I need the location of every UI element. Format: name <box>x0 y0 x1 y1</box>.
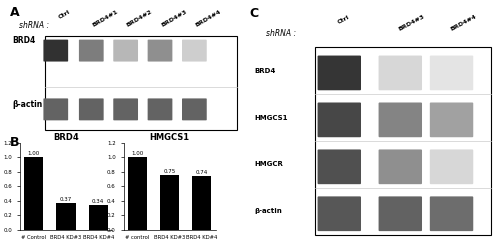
Text: 0.74: 0.74 <box>196 170 208 175</box>
Bar <box>89 205 108 230</box>
Text: B: B <box>10 136 19 149</box>
Bar <box>160 175 179 230</box>
Text: 0.34: 0.34 <box>92 199 104 204</box>
FancyBboxPatch shape <box>318 103 361 137</box>
FancyBboxPatch shape <box>318 56 361 90</box>
Text: 1.00: 1.00 <box>28 151 40 156</box>
Text: BRD4#4: BRD4#4 <box>194 9 222 28</box>
FancyBboxPatch shape <box>79 40 104 61</box>
FancyBboxPatch shape <box>430 197 473 231</box>
FancyBboxPatch shape <box>378 103 422 137</box>
FancyBboxPatch shape <box>315 47 491 235</box>
Text: Ctrl: Ctrl <box>337 14 351 25</box>
Text: BRD4#3: BRD4#3 <box>160 9 188 28</box>
Text: 1.00: 1.00 <box>131 151 143 156</box>
Text: β-actin: β-actin <box>254 208 282 214</box>
FancyBboxPatch shape <box>430 103 473 137</box>
Bar <box>192 176 212 230</box>
Text: shRNA :: shRNA : <box>266 29 296 38</box>
FancyBboxPatch shape <box>318 150 361 184</box>
Text: BRD4#4: BRD4#4 <box>449 14 477 32</box>
FancyBboxPatch shape <box>43 40 68 61</box>
Text: 0.37: 0.37 <box>60 197 72 202</box>
Text: BRD4#3: BRD4#3 <box>398 14 426 32</box>
FancyBboxPatch shape <box>147 40 172 61</box>
Text: HMGCR: HMGCR <box>254 161 283 167</box>
FancyBboxPatch shape <box>378 56 422 90</box>
Bar <box>56 203 76 230</box>
Text: shRNA :: shRNA : <box>19 21 49 30</box>
FancyBboxPatch shape <box>182 98 207 120</box>
Text: BRD4#1: BRD4#1 <box>91 9 119 28</box>
Text: BRD4: BRD4 <box>254 68 275 74</box>
FancyBboxPatch shape <box>182 40 207 61</box>
Text: HMGCS1: HMGCS1 <box>254 114 287 121</box>
FancyBboxPatch shape <box>79 98 104 120</box>
FancyBboxPatch shape <box>378 197 422 231</box>
FancyBboxPatch shape <box>430 56 473 90</box>
FancyBboxPatch shape <box>430 150 473 184</box>
Bar <box>24 157 43 230</box>
FancyBboxPatch shape <box>147 98 172 120</box>
FancyBboxPatch shape <box>45 36 237 130</box>
Title: HMGCS1: HMGCS1 <box>149 133 190 142</box>
FancyBboxPatch shape <box>113 40 138 61</box>
Text: β-actin: β-actin <box>12 100 42 109</box>
Text: Ctrl: Ctrl <box>58 9 72 19</box>
FancyBboxPatch shape <box>318 197 361 231</box>
Text: A: A <box>10 6 19 19</box>
FancyBboxPatch shape <box>378 150 422 184</box>
Bar <box>127 157 147 230</box>
Text: C: C <box>249 7 258 20</box>
Text: BRD4: BRD4 <box>12 36 35 45</box>
Text: 0.75: 0.75 <box>163 169 176 174</box>
Title: BRD4: BRD4 <box>53 133 79 142</box>
FancyBboxPatch shape <box>113 98 138 120</box>
Text: BRD4#2: BRD4#2 <box>125 9 153 28</box>
FancyBboxPatch shape <box>43 98 68 120</box>
